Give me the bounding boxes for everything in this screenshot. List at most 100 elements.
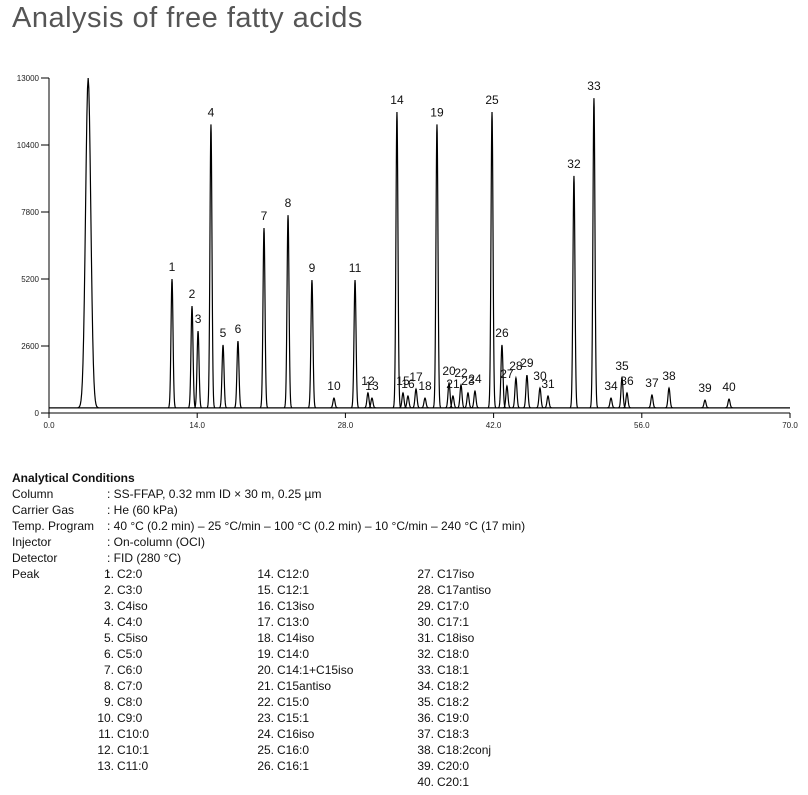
peak-number: 24.: [257, 727, 274, 741]
peak-name: C12:1: [277, 583, 310, 597]
peak-label: 4: [208, 105, 215, 119]
peak-number: 38.: [417, 743, 434, 757]
condition-value: : On-column (OCI): [107, 535, 206, 549]
peak-number: 21.: [257, 679, 274, 693]
peak-label: 3: [195, 312, 202, 326]
peak-name: C2:0: [117, 567, 143, 581]
peak: [607, 397, 615, 409]
peak-label: 40: [722, 380, 736, 394]
peak-entry: 18. C14iso: [246, 630, 314, 646]
peak-number: 25.: [257, 743, 274, 757]
peak-name: C18:2conj: [437, 743, 492, 757]
peak-number: 32.: [417, 647, 434, 661]
peak-number: 40.: [417, 775, 434, 789]
peak-label: 12: [361, 374, 375, 388]
condition-label: Peak: [12, 567, 40, 581]
peak: [167, 278, 177, 409]
x-tick-label: 14.0: [189, 421, 205, 430]
peak: [77, 78, 99, 409]
peak-label: 37: [645, 376, 659, 390]
plot-area: [49, 78, 790, 409]
peak: [522, 374, 531, 409]
y-tick-label: 10400: [17, 141, 40, 150]
peak-entry: 2. C3:0: [86, 582, 142, 598]
peak-entry: 3. C4iso: [86, 598, 148, 614]
peak-number: 28.: [417, 583, 434, 597]
peak-number: 27.: [417, 567, 434, 581]
condition-row: Temp. Program: 40 °C (0.2 min) – 25 °C/m…: [12, 518, 772, 534]
peak-number: 26.: [257, 759, 274, 773]
peak-label: 23: [461, 374, 475, 388]
peak: [193, 330, 203, 409]
peak: [307, 279, 317, 409]
peak-number: 17.: [257, 615, 274, 629]
y-tick-label: 13000: [17, 74, 40, 83]
peak-entry: 38. C18:2conj: [406, 742, 491, 758]
y-tick-label: 5200: [21, 275, 39, 284]
condition-label: Column: [12, 487, 54, 501]
peak-name: C13:0: [277, 615, 310, 629]
peak-entry: 4. C4:0: [86, 614, 142, 630]
peak-label: 38: [662, 369, 676, 383]
peak-number: 12.: [97, 743, 114, 757]
condition-label: Detector: [12, 551, 58, 565]
peak-name: C17iso: [437, 567, 475, 581]
peak: [432, 124, 442, 409]
conditions-heading: Analytical Conditions: [12, 471, 135, 485]
peak-label: 31: [541, 377, 555, 391]
peak-name: C7:0: [117, 679, 143, 693]
peak: [470, 389, 479, 409]
peak: [187, 306, 197, 409]
peak: [463, 391, 473, 409]
peak-number: 8.: [103, 679, 114, 693]
peak: [411, 387, 421, 409]
peak-name: C16:1: [277, 759, 310, 773]
peak-label: 36: [620, 374, 634, 388]
peak-number: 13.: [97, 759, 114, 773]
peak-name: C15:0: [277, 695, 310, 709]
peak-entry: 27. C17iso: [406, 566, 474, 582]
peak-entry: 26. C16:1: [246, 758, 309, 774]
peak-number: 15.: [257, 583, 274, 597]
peak-label: 2: [189, 287, 196, 301]
peak-number: 7.: [103, 663, 114, 677]
peak-entry: 33. C18:1: [406, 662, 469, 678]
peak-label: 24: [468, 372, 482, 386]
peak-label: 16: [401, 377, 415, 391]
y-tick-label: 7800: [21, 208, 39, 217]
condition-row: Injector: On-column (OCI): [12, 534, 772, 550]
peak: [218, 344, 228, 409]
peak-entry: 13. C11:0: [86, 758, 148, 774]
peak-label: 26: [495, 326, 509, 340]
peak: [448, 394, 457, 409]
peak-number: 35.: [417, 695, 434, 709]
peak-name: C10:1: [117, 743, 150, 757]
peak-number: 22.: [257, 695, 274, 709]
peak-number: 30.: [417, 615, 434, 629]
peak-label: 27: [500, 367, 514, 381]
peak-name: C16iso: [277, 727, 315, 741]
peak-name: C16:0: [277, 743, 310, 757]
condition-row: Detector: FID (280 °C): [12, 550, 772, 566]
peak-label: 20: [442, 364, 456, 378]
peak: [392, 112, 402, 409]
peak-name: C18:2: [437, 695, 470, 709]
peak: [456, 383, 466, 409]
peak: [622, 391, 632, 409]
peak-label: 15: [396, 374, 410, 388]
peak-number: 6.: [103, 647, 114, 661]
peak-entry: 15. C12:1: [246, 582, 309, 598]
peak: [589, 98, 599, 409]
peak-entry: 25. C16:0: [246, 742, 309, 758]
peak: [647, 393, 656, 409]
peak: [367, 397, 376, 409]
peak: [569, 175, 579, 409]
peak-label: 11: [349, 261, 362, 275]
peak-name: C10:0: [117, 727, 150, 741]
peak-number: 18.: [257, 631, 274, 645]
peak-entry: 9. C8:0: [86, 694, 142, 710]
peak-number: 4.: [103, 615, 114, 629]
peak-name: C8:0: [117, 695, 143, 709]
peak-entry: 6. C5:0: [86, 646, 142, 662]
peak-entry: 20. C14:1+C15iso: [246, 662, 353, 678]
